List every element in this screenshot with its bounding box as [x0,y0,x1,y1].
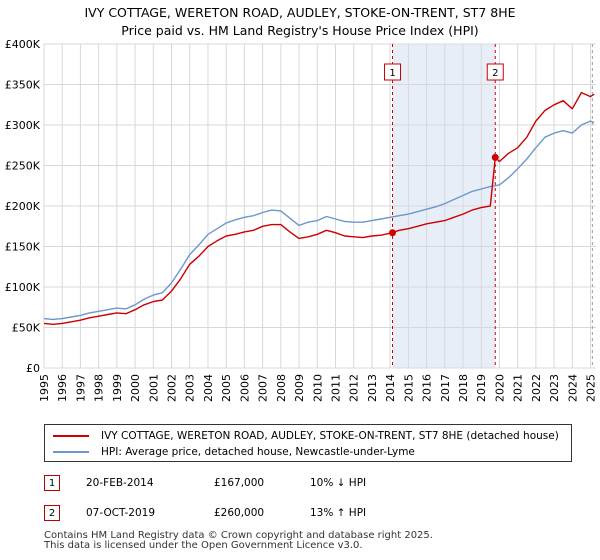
sale-2-label-box [486,63,504,81]
sale-row-1: 1 20-FEB-2014 £167,000 10% ↓ HPI [44,473,366,493]
footer-line-2: This data is licensed under the Open Gov… [44,540,363,551]
x-tick-label: 2021 [512,374,525,402]
sale-number-badge: 1 [44,475,60,491]
x-tick-label: 2025 [585,374,598,402]
x-tick-label: 2001 [147,374,160,402]
y-tick-label: £200K [5,200,41,213]
y-tick-label: £400K [5,38,41,51]
sale-2-point [491,153,499,161]
y-tick-label: £150K [5,241,41,254]
x-tick-label: 2022 [530,374,543,402]
sale-date: 07-OCT-2019 [86,507,155,519]
x-tick-label: 1996 [56,374,69,402]
x-tick-label: 2007 [257,374,270,402]
price-chart: 1 2 £0 £50K £100K £150K £200K £250K £300K £350K £… [5,38,598,402]
x-tick-label: 2003 [184,374,197,402]
x-tick-label: 2013 [366,374,379,402]
sale-number-badge: 2 [44,505,60,521]
sale-date: 20-FEB-2014 [86,477,154,489]
x-tick-label: 2015 [402,374,415,402]
property-price-line [43,91,595,325]
x-tick-label: 2006 [238,374,251,402]
x-tick-label: 2012 [348,374,361,402]
y-tick-label: £250K [5,160,41,173]
x-tick-label: 2024 [566,374,579,402]
x-tick-label: 1998 [93,374,106,402]
sale-price: £167,000 [214,477,265,489]
x-tick-label: 2020 [493,374,506,402]
legend-item-property: IVY COTTAGE, WERETON ROAD, AUDLEY, STOKE… [53,428,559,444]
x-tick-label: 2011 [329,374,342,402]
legend-label-property: IVY COTTAGE, WERETON ROAD, AUDLEY, STOKE… [101,430,559,442]
sale-1-label-box [384,63,402,81]
x-tick-label: 1999 [111,374,124,402]
sale-row-2: 2 07-OCT-2019 £260,000 13% ↑ HPI [44,503,366,523]
x-tick-label: 1997 [74,374,87,402]
sale-hpi-diff: 13% ↑ HPI [310,507,367,519]
legend-swatch-property [53,435,89,437]
x-tick-label: 2000 [129,374,142,402]
sale-hpi-diff: 10% ↓ HPI [310,477,367,489]
x-tick-label: 2014 [384,374,397,402]
y-tick-label: £0 [26,362,40,375]
y-tick-label: £300K [5,119,41,132]
x-tick-label: 2017 [439,374,452,402]
x-tick-label: 2019 [475,374,488,402]
x-tick-label: 2016 [421,374,434,402]
title-line-2: Price paid vs. HM Land Registry's House … [121,23,479,38]
footer-attribution: Contains HM Land Registry data © Crown c… [44,531,433,551]
legend-swatch-hpi [53,451,89,453]
footer-line-1: Contains HM Land Registry data © Crown c… [44,530,433,541]
x-tick-label: 2005 [220,374,233,402]
x-tick-label: 2008 [275,374,288,402]
x-tick-label: 2018 [457,374,470,402]
sale-price: £260,000 [214,507,265,519]
sale-2-label: 2 [492,68,498,79]
hpi-line [43,120,595,321]
x-tick-label: 2009 [293,374,306,402]
title-line-1: IVY COTTAGE, WERETON ROAD, AUDLEY, STOKE… [84,5,516,20]
sale-1-label: 1 [389,68,395,79]
x-tick-label: 1995 [38,374,51,402]
sale-1-point [389,229,397,237]
y-tick-label: £50K [12,322,41,335]
legend: IVY COTTAGE, WERETON ROAD, AUDLEY, STOKE… [44,424,572,462]
x-tick-label: 2004 [202,374,215,402]
x-tick-label: 2002 [166,374,179,402]
y-tick-label: £350K [5,79,41,92]
legend-item-hpi: HPI: Average price, detached house, Newc… [53,444,415,460]
x-tick-label: 2023 [548,374,561,402]
legend-label-hpi: HPI: Average price, detached house, Newc… [101,446,415,458]
y-tick-label: £100K [5,281,41,294]
chart-title: IVY COTTAGE, WERETON ROAD, AUDLEY, STOKE… [0,4,600,40]
x-tick-label: 2010 [311,374,324,402]
